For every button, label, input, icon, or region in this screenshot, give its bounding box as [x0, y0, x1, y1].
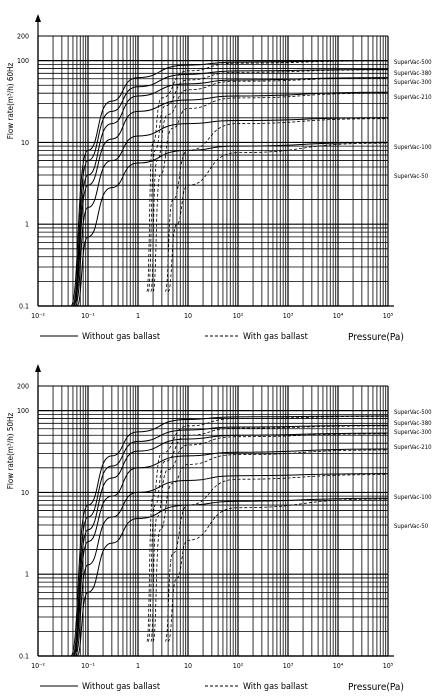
x-tick-label: 10⁻²: [31, 662, 45, 670]
x-axis-label: Pressure(Pa): [348, 682, 404, 693]
y-tick-label: 10: [21, 489, 29, 497]
y-tick-label: 200: [17, 383, 29, 391]
series-line: [74, 473, 389, 657]
series-label: SuperVac-100: [394, 144, 432, 151]
series-line-gas-ballast: [150, 77, 389, 292]
series-line-gas-ballast: [150, 433, 389, 642]
x-tick-label: 10⁻²: [31, 312, 45, 320]
series-line: [76, 141, 389, 307]
legend-solid-label: Without gas ballast: [82, 332, 160, 342]
series-line: [71, 424, 389, 657]
chart-60hz-svg: 10⁻² 10⁻¹ 1 10 10² 10³ 10⁴ 10⁵ 200 100 10 1 0.1 Flow …: [6, 14, 432, 343]
x-tick-label: 10⁻¹: [81, 312, 95, 320]
y-tick-label: 1: [25, 571, 29, 579]
series-line-gas-ballast: [152, 449, 389, 642]
series-line: [72, 432, 389, 657]
legend-dashed-label: With gas ballast: [243, 682, 308, 692]
x-tick-label: 10⁵: [383, 662, 394, 670]
series-line: [73, 448, 389, 657]
series-line: [74, 117, 389, 307]
series-line: [72, 77, 389, 307]
x-tick-label: 10²: [233, 662, 244, 670]
series-label: SuperVac-50: [394, 173, 429, 180]
x-tick-label: 10⁴: [333, 312, 344, 320]
y-axis-arrow: [35, 364, 41, 372]
y-tick-label: 100: [17, 407, 29, 415]
y-tick-label: 100: [17, 57, 29, 65]
legend-solid-label: Without gas ballast: [82, 682, 160, 692]
y-tick-label: 0.1: [19, 303, 29, 311]
chart-50hz-svg: 10⁻² 10⁻¹ 1 10 10² 10³ 10⁴ 10⁵ 200 100 10 1 0.1 Flow …: [6, 364, 432, 693]
y-axis-arrow: [35, 14, 41, 22]
x-tick-label: 10⁵: [383, 312, 394, 320]
chart-60hz: 10⁻² 10⁻¹ 1 10 10² 10³ 10⁴ 10⁵ 200 100 10 1 0.1 Flow …: [6, 14, 432, 343]
series-line-gas-ballast: [147, 425, 389, 642]
series-label: SuperVac-380: [394, 420, 432, 427]
series-line: [76, 497, 389, 657]
series-line: [70, 415, 389, 657]
series-line-gas-ballast: [164, 118, 389, 292]
x-tick-label: 10³: [283, 312, 294, 320]
series-line-gas-ballast: [146, 415, 389, 642]
x-tick-label: 10: [184, 312, 192, 320]
y-tick-label: 1: [25, 221, 29, 229]
series-line-gas-ballast: [167, 142, 389, 292]
series-line: [71, 68, 389, 307]
chart-50hz: 10⁻² 10⁻¹ 1 10 10² 10³ 10⁴ 10⁵ 200 100 10 1 0.1 Flow …: [0, 350, 441, 700]
y-axis-label: Flow rate(m³/h) 50Hz: [6, 413, 15, 490]
series-line: [70, 60, 389, 307]
y-axis-label: Flow rate(m³/h) 60Hz: [6, 63, 15, 140]
series-label: SuperVac-500: [394, 409, 432, 416]
series-label: SuperVac-300: [394, 429, 432, 436]
x-axis-label: Pressure(Pa): [348, 332, 404, 343]
series-label: SuperVac-210: [394, 94, 432, 101]
y-tick-label: 10: [21, 139, 29, 147]
series-label: SuperVac-210: [394, 444, 432, 451]
series-line-gas-ballast: [146, 60, 389, 292]
x-tick-label: 10²: [233, 312, 244, 320]
series-label: SuperVac-50: [394, 523, 429, 530]
y-tick-label: 200: [17, 33, 29, 41]
x-tick-label: 10³: [283, 662, 294, 670]
x-tick-label: 10⁴: [333, 662, 344, 670]
x-tick-label: 10: [184, 662, 192, 670]
series-label: SuperVac-500: [394, 59, 432, 66]
series-line-gas-ballast: [167, 498, 389, 642]
series-line-gas-ballast: [152, 92, 389, 292]
x-tick-label: 1: [136, 312, 140, 320]
series-line-gas-ballast: [147, 69, 389, 292]
legend-dashed-label: With gas ballast: [243, 332, 308, 342]
series-label: SuperVac-380: [394, 70, 432, 77]
y-tick-label: 0.1: [19, 653, 29, 661]
x-tick-label: 1: [136, 662, 140, 670]
series-line: [73, 91, 389, 307]
series-label: SuperVac-100: [394, 494, 432, 501]
series-label: SuperVac-300: [394, 79, 432, 86]
series-line-gas-ballast: [164, 474, 389, 642]
x-tick-label: 10⁻¹: [81, 662, 95, 670]
